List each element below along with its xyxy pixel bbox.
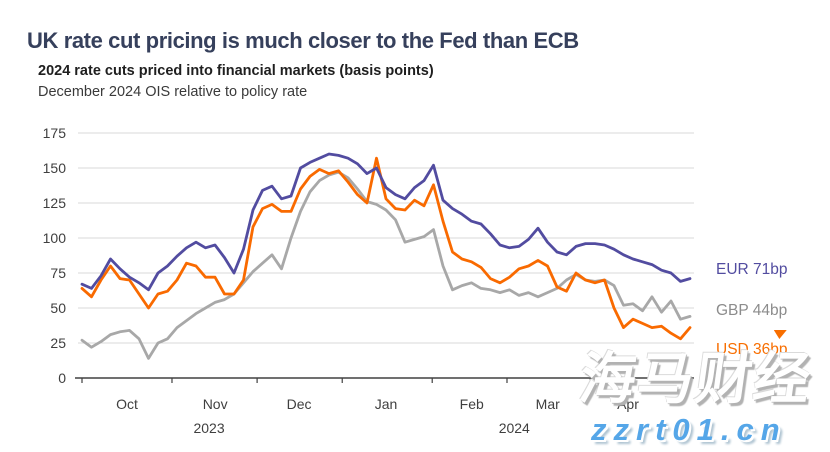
series-label-gbp: GBP 44bp [716,302,788,319]
y-tick-label: 0 [58,370,66,386]
series-line-usd [80,156,692,341]
series-label-eur: EUR 71bp [716,261,788,278]
y-tick-label: 75 [50,265,66,281]
x-month-label: Apr [617,396,639,412]
y-tick-label: 125 [43,195,67,211]
x-year-label: 2024 [499,420,530,436]
x-month-label: Mar [536,396,560,412]
x-month-label: Dec [287,396,312,412]
chart-subtitle: December 2024 OIS relative to policy rat… [38,84,308,100]
y-tick-label: 100 [43,230,67,246]
series-line-eur [80,152,692,292]
chart-title: 2024 rate cuts priced into financial mar… [38,63,434,79]
watermark-text: 海马财经 [575,347,817,410]
y-tick-label: 150 [43,160,67,176]
x-month-label: Feb [460,396,484,412]
x-month-label: Nov [203,396,228,412]
y-tick-label: 50 [50,300,66,316]
page-title: UK rate cut pricing is much closer to th… [27,27,579,53]
watermark-url: zzrt01.cn [591,412,787,447]
x-year-label: 2023 [193,420,224,436]
y-tick-label: 175 [43,125,67,141]
x-month-label: Oct [116,396,138,412]
series-label-usd: USD 36bp [716,341,788,358]
y-tick-label: 25 [50,335,66,351]
x-month-label: Jan [375,396,398,412]
